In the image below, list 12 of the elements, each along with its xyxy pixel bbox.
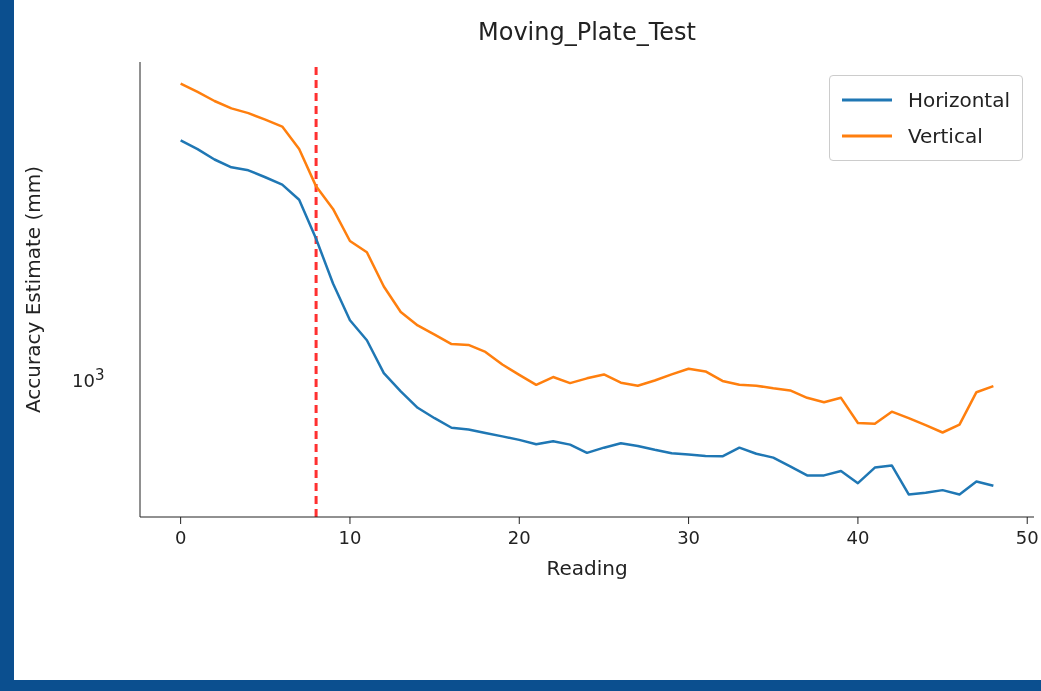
x-tick-label: 0 — [174, 527, 187, 548]
x-axis-title: Reading — [546, 556, 628, 581]
x-tick-label: 40 — [846, 527, 870, 548]
x-tick-label: 30 — [677, 527, 701, 548]
x-tick-label: 10 — [338, 527, 362, 548]
y-axis-title: Accuracy Estimate (mm) — [21, 166, 45, 413]
x-tick-label: 20 — [507, 527, 531, 548]
chart-title: Moving_Plate_Test — [477, 18, 697, 46]
legend-label: Horizontal — [907, 88, 1010, 112]
x-tick-label: 50 — [1015, 527, 1039, 548]
text: 10$^{3}$ — [72, 366, 105, 391]
legend-label: Vertical — [907, 124, 983, 148]
